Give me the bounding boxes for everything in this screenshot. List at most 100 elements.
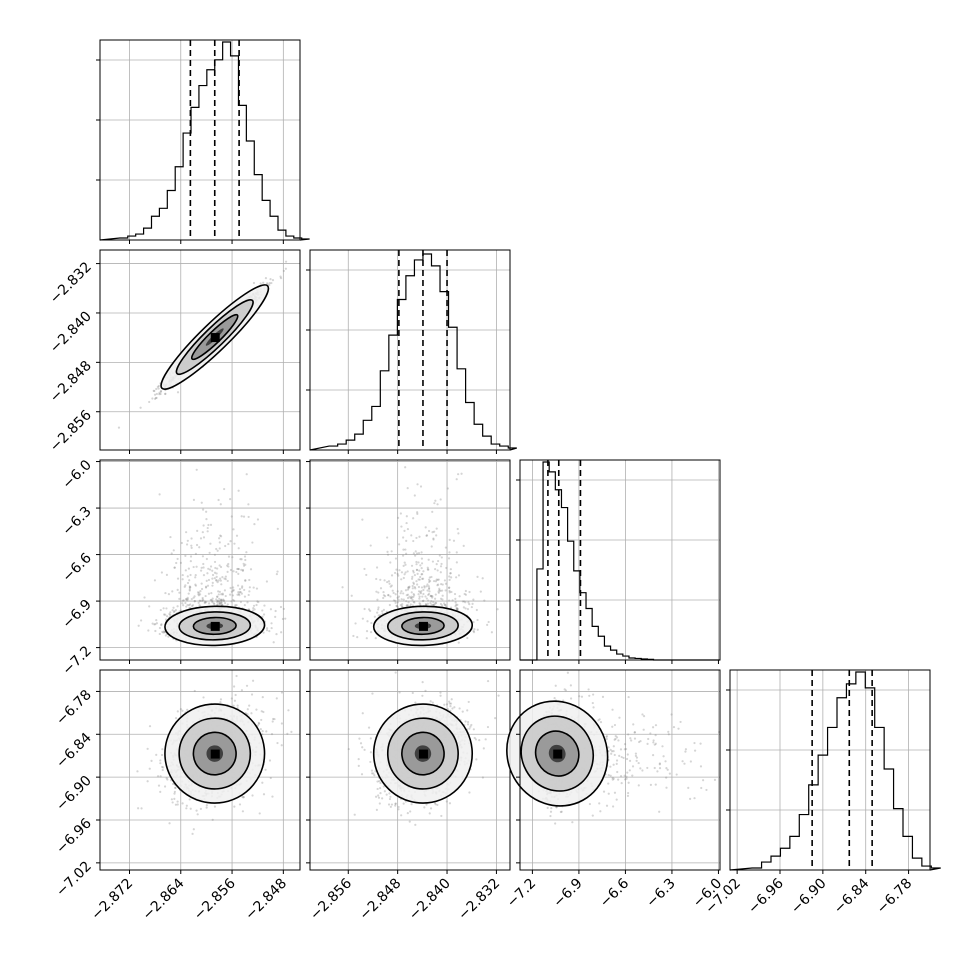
sample-point — [403, 529, 406, 532]
sample-point — [433, 603, 436, 606]
sample-point — [437, 583, 440, 586]
sample-point — [382, 594, 386, 597]
sample-point — [478, 739, 481, 742]
hist-panel-2 — [516, 459, 721, 664]
sample-point — [204, 601, 207, 604]
sample-point — [158, 626, 162, 630]
sample-point — [389, 595, 392, 598]
sample-point — [213, 560, 217, 564]
sample-point — [223, 601, 227, 605]
sample-point — [206, 572, 209, 575]
sample-point — [457, 574, 461, 577]
sample-point — [404, 571, 407, 574]
sample-point — [471, 602, 474, 605]
sample-point — [205, 557, 208, 561]
sample-point — [220, 601, 223, 604]
sample-point — [262, 613, 266, 616]
density-peak — [210, 621, 220, 631]
scatter-panel-1-0 — [96, 249, 301, 454]
sample-point — [198, 599, 201, 602]
sample-point — [181, 602, 184, 605]
sample-point — [463, 592, 466, 596]
sample-point — [275, 573, 278, 576]
sample-point — [240, 586, 244, 589]
sample-point — [208, 551, 211, 554]
sample-point — [276, 570, 279, 573]
sample-point — [173, 792, 176, 795]
sample-point — [376, 598, 379, 601]
sample-point — [245, 684, 249, 687]
sample-point — [441, 598, 444, 601]
sample-point — [216, 595, 219, 598]
sample-point — [179, 561, 183, 564]
sample-point — [222, 598, 225, 601]
sample-point — [137, 624, 140, 627]
sample-point — [209, 523, 213, 526]
sample-point — [432, 601, 435, 604]
sample-point — [160, 623, 163, 626]
sample-point — [415, 552, 419, 555]
sample-point — [219, 577, 222, 580]
sample-point — [243, 588, 246, 592]
sample-point — [367, 608, 371, 611]
sample-point — [268, 630, 271, 633]
sample-point — [358, 737, 361, 740]
sample-point — [156, 385, 159, 388]
sample-point — [224, 575, 227, 578]
sample-point — [216, 567, 219, 570]
sample-point — [157, 384, 160, 388]
sample-point — [400, 590, 403, 593]
sample-point — [233, 805, 236, 808]
sample-point — [199, 589, 202, 593]
sample-point — [472, 621, 475, 624]
sample-point — [445, 703, 449, 706]
sample-point — [202, 696, 205, 699]
sample-point — [457, 532, 460, 535]
sample-point — [251, 794, 254, 797]
sample-point — [223, 589, 227, 592]
sample-point — [476, 575, 479, 578]
sample-point — [450, 698, 453, 701]
sample-point — [155, 753, 158, 756]
sample-point — [146, 780, 149, 783]
sample-point — [431, 560, 435, 563]
sample-point — [230, 590, 233, 593]
sample-point — [226, 570, 229, 573]
sample-point — [179, 707, 182, 711]
sample-point — [416, 483, 419, 486]
sample-point — [406, 487, 409, 490]
sample-point — [395, 568, 398, 571]
sample-point — [414, 701, 417, 704]
sample-point — [234, 693, 237, 697]
sample-point — [220, 603, 223, 606]
sample-point — [216, 603, 219, 606]
sample-point — [265, 580, 269, 583]
sample-point — [390, 550, 393, 553]
sample-point — [230, 600, 233, 603]
sample-point — [404, 548, 407, 551]
sample-point — [428, 576, 431, 579]
sample-point — [224, 578, 227, 581]
sample-point — [251, 541, 254, 544]
sample-point — [193, 600, 197, 603]
sample-point — [404, 563, 407, 566]
sample-point — [252, 281, 256, 285]
sample-point — [275, 697, 278, 700]
sample-point — [270, 626, 273, 630]
sample-point — [413, 594, 416, 597]
sample-point — [153, 623, 156, 626]
sample-point — [363, 607, 366, 611]
sample-point — [464, 607, 467, 610]
sample-point — [383, 579, 386, 582]
sample-point — [448, 599, 451, 602]
sample-point — [399, 512, 402, 515]
sample-point — [163, 631, 166, 634]
sample-point — [432, 538, 435, 541]
sample-point — [457, 473, 460, 476]
sample-point — [205, 510, 208, 513]
sample-point — [190, 604, 194, 608]
sample-point — [190, 546, 193, 549]
sample-point — [438, 554, 441, 557]
sample-point — [259, 728, 262, 731]
